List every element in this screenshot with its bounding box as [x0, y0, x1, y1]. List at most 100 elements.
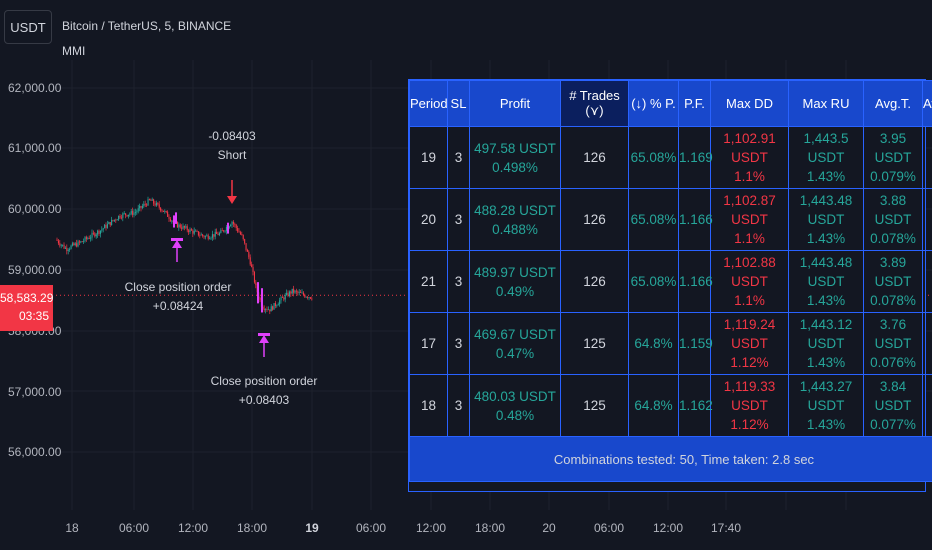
cell-value-max-ru-pct: 1.43%	[806, 231, 846, 246]
candle-body	[158, 204, 160, 208]
candle-body	[168, 216, 170, 219]
indicator-label[interactable]: MMI	[62, 44, 86, 58]
cell-value-max-dd: 1,102.88 USDT	[723, 255, 776, 289]
header-trades[interactable]: # Trades (⋎)	[560, 80, 629, 127]
cell-value-profit: 469.67 USDT	[474, 326, 556, 342]
header-sl[interactable]: SL	[447, 80, 470, 127]
candle-body	[155, 202, 157, 206]
header-profit-factor[interactable]: P.F.	[678, 80, 711, 127]
signal-candle	[175, 212, 177, 224]
cell-avg-b: 74	[922, 312, 932, 375]
cell-trades: 125	[560, 312, 629, 375]
candle-body	[263, 308, 265, 310]
candle-body	[280, 297, 282, 301]
current-price-tag: 58,583.29 03:35	[0, 285, 53, 331]
chart-title[interactable]: Bitcoin / TetherUS, 5, BINANCE	[62, 19, 232, 33]
cell-value-max-dd-pct: 1.1%	[734, 293, 765, 308]
close-order-label: Close position order	[210, 374, 318, 388]
cell-value-period: 19	[420, 150, 437, 165]
candle-body	[102, 228, 104, 230]
candle-body	[213, 234, 215, 237]
candle-body	[73, 243, 75, 246]
cell-value-max-dd: 1,102.87 USDT	[723, 193, 776, 227]
candle-body	[147, 199, 149, 206]
header-max-runup[interactable]: Max RU	[788, 80, 864, 127]
header-period[interactable]: Period	[409, 80, 448, 127]
candle-body	[224, 230, 226, 232]
cell-pf: 1.159	[678, 312, 713, 375]
header-max-drawdown[interactable]: Max DD	[710, 80, 789, 127]
candle-body	[141, 206, 143, 208]
candle-body	[57, 240, 59, 244]
candle-body	[272, 306, 274, 310]
candle-body	[112, 219, 114, 221]
time-axis-label: 18:00	[236, 521, 268, 535]
close-order-value: +0.08403	[238, 393, 290, 407]
header-percent-profitable[interactable]: (↓) % P.	[628, 80, 679, 127]
candle-body	[183, 225, 185, 228]
cell-value-max-dd-pct: 1.1%	[734, 231, 765, 246]
close-order-label: Close position order	[124, 280, 232, 294]
header-avg-bars[interactable]: Avg.B.	[922, 80, 932, 127]
cell-period: 21	[409, 250, 448, 313]
candle-body	[80, 241, 82, 243]
candle-body	[267, 309, 269, 311]
candle-body	[232, 221, 234, 224]
cell-avg-b: 74	[922, 126, 932, 189]
candle-body	[153, 199, 155, 204]
header-avg-trade[interactable]: Avg.T.	[863, 80, 923, 127]
cell-value-period: 17	[420, 336, 437, 351]
candle-body	[181, 227, 183, 229]
candle-body	[199, 235, 201, 237]
candle-body	[241, 234, 243, 236]
candle-body	[95, 234, 97, 237]
candle-body	[146, 204, 148, 206]
candle-body	[60, 244, 62, 246]
close-marker-head	[259, 335, 269, 343]
candle-body	[253, 272, 255, 283]
candle-body	[249, 257, 251, 265]
symbol-search-button[interactable]: USDT	[4, 10, 52, 44]
candle-body	[295, 290, 297, 292]
candle-body	[207, 235, 209, 239]
candle-body	[230, 224, 232, 227]
time-axis-label: 18:00	[474, 521, 506, 535]
close-marker-head	[172, 240, 182, 248]
cell-max-ru: 1,443.5 USDT 1.43%	[788, 126, 864, 189]
cell-trades: 126	[560, 188, 629, 251]
cell-value-trades: 126	[583, 212, 606, 227]
candle-body	[164, 211, 166, 212]
cell-sl: 3	[447, 374, 470, 437]
candle-body	[101, 229, 103, 231]
candle-body	[270, 306, 272, 312]
candle-body	[196, 230, 198, 232]
candle-body	[140, 205, 142, 208]
candle-body	[109, 222, 111, 226]
time-axis-label: 20	[542, 521, 556, 535]
cell-max-dd: 1,102.88 USDT 1.1%	[710, 250, 789, 313]
candle-body	[94, 233, 96, 237]
cell-value-avg-b: 74	[923, 272, 932, 291]
candle-body	[274, 303, 276, 307]
candle-body	[136, 211, 138, 213]
candle-body	[300, 292, 302, 293]
candle-body	[210, 237, 212, 239]
cell-value-avg-t-pct: 0.079%	[870, 169, 916, 184]
cell-value-pf: 1.166	[679, 274, 713, 289]
cell-value-max-dd-pct: 1.12%	[730, 417, 769, 432]
candle-body	[77, 241, 79, 247]
candle-body	[129, 213, 131, 215]
cell-value-avg-b: 74	[923, 210, 932, 229]
candle-body	[252, 267, 254, 273]
close-marker-bar	[258, 333, 270, 336]
candle-body	[122, 213, 124, 218]
cell-value-pct-p: 65.08%	[630, 150, 677, 165]
cell-value-trades: 126	[583, 274, 606, 289]
candle-body	[63, 244, 65, 249]
cell-value-avg-t-pct: 0.077%	[870, 417, 916, 432]
candle-body	[293, 288, 295, 293]
cell-avg-t: 3.84 USDT 0.077%	[863, 374, 923, 437]
cell-profit: 497.58 USDT 0.498%	[469, 126, 561, 189]
header-profit[interactable]: Profit	[469, 80, 561, 127]
table-row: 20 3 488.28 USDT 0.488% 126 65.08% 1.166 1,102.…	[409, 188, 932, 251]
